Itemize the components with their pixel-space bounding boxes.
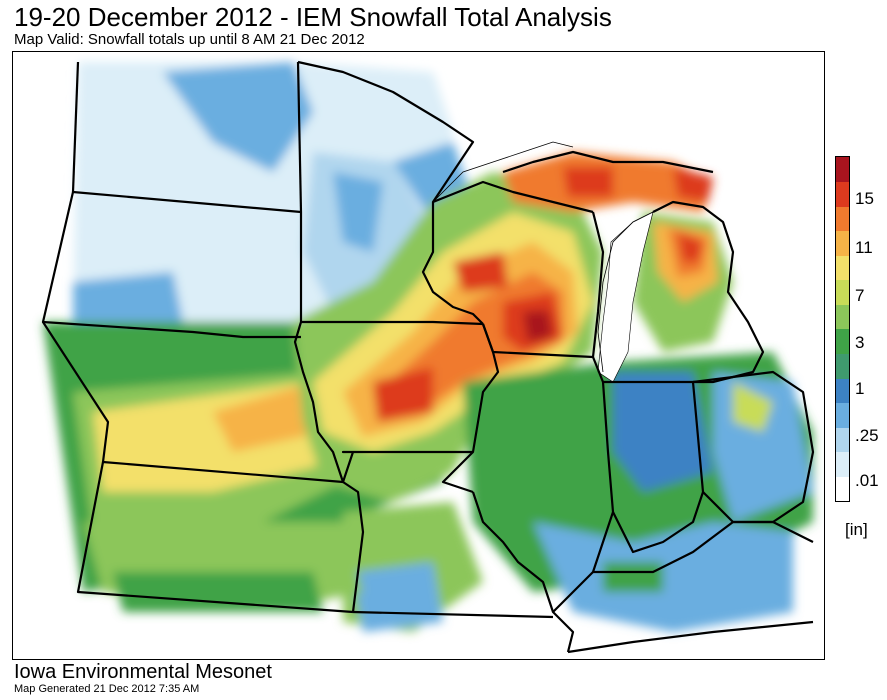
legend-swatch xyxy=(836,378,849,404)
legend-swatch xyxy=(836,230,849,256)
lake-outlines xyxy=(432,141,654,373)
map-subtitle: Map Valid: Snowfall totals up until 8 AM… xyxy=(14,31,365,48)
legend-swatch xyxy=(836,206,849,232)
legend-swatch xyxy=(836,329,849,355)
legend-tick-label: 15 xyxy=(855,189,874,208)
legend-swatch xyxy=(836,476,849,502)
color-legend xyxy=(835,156,850,502)
snowfall-shading xyxy=(43,62,813,632)
legend-tick-label: 3 xyxy=(855,333,865,352)
legend-swatch xyxy=(836,279,849,305)
legend-swatch xyxy=(836,451,849,477)
legend-swatch xyxy=(836,353,849,379)
footer-organization: Iowa Environmental Mesonet xyxy=(14,661,272,683)
legend-swatch xyxy=(836,181,849,207)
state-boundaries xyxy=(41,60,815,654)
legend-swatch xyxy=(836,427,849,453)
map-title: 19-20 December 2012 - IEM Snowfall Total… xyxy=(14,2,612,32)
legend-swatch xyxy=(836,402,849,428)
legend-tick-label: 11 xyxy=(855,238,873,257)
legend-swatch xyxy=(836,157,849,183)
legend-swatch xyxy=(836,255,849,281)
legend-swatch xyxy=(836,304,849,330)
footer-generated: Map Generated 21 Dec 2012 7:35 AM xyxy=(14,683,200,695)
legend-unit: [in] xyxy=(845,520,868,539)
legend-tick-label: .25 xyxy=(855,426,879,445)
legend-tick-label: 1 xyxy=(855,379,865,398)
snowfall-map xyxy=(12,51,825,660)
legend-tick-label: .01 xyxy=(855,471,879,490)
legend-tick-label: 7 xyxy=(855,286,865,305)
snowfall-map-canvas xyxy=(41,60,815,654)
